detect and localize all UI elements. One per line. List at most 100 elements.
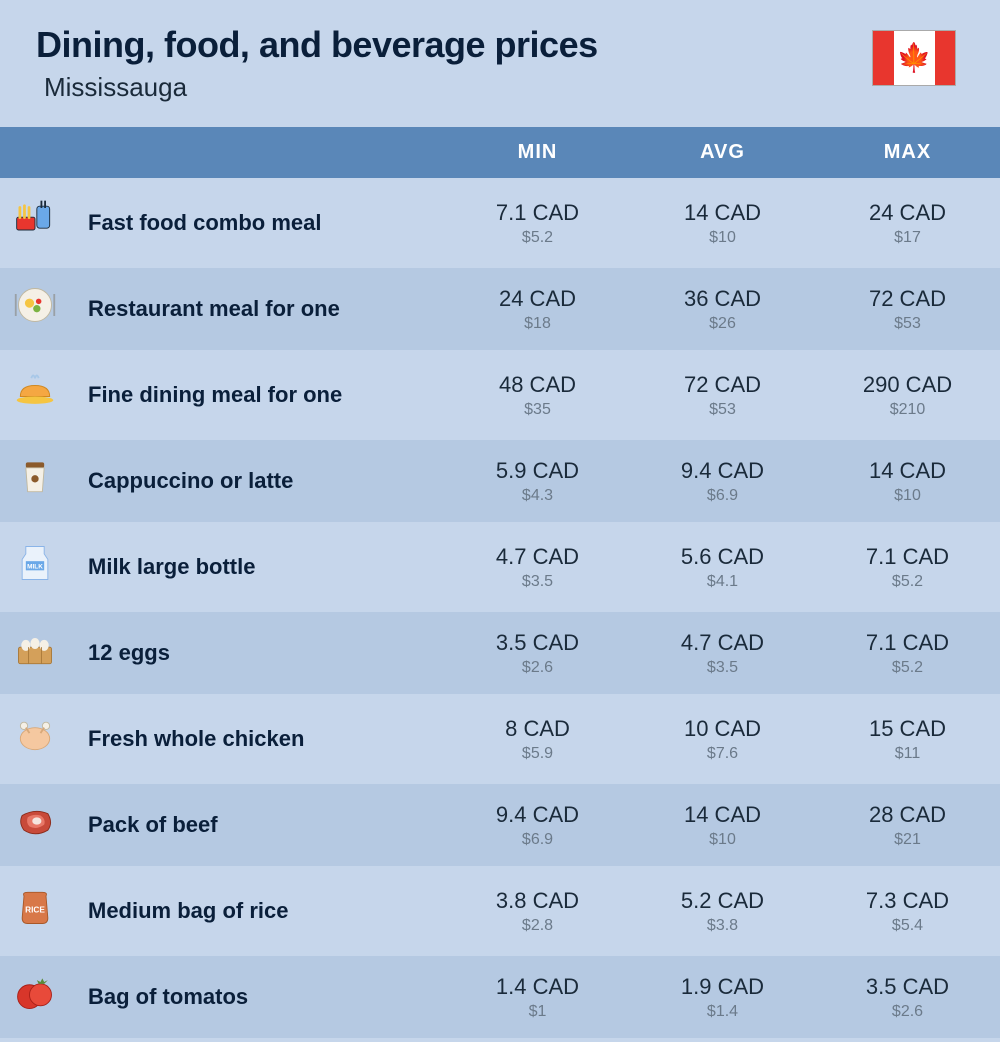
cell-max: 28 CAD$21	[815, 784, 1000, 866]
beef-icon	[0, 784, 70, 866]
min-cad: 3.8 CAD	[445, 887, 630, 916]
col-min: MIN	[445, 127, 630, 178]
col-label	[70, 127, 445, 178]
cell-avg: 5.6 CAD$4.1	[630, 526, 815, 608]
col-max: MAX	[815, 127, 1000, 178]
max-cad: 7.3 CAD	[815, 887, 1000, 916]
avg-cad: 14 CAD	[630, 199, 815, 228]
cell-max: 290 CAD$210	[815, 354, 1000, 436]
min-usd: $2.6	[445, 658, 630, 677]
table-row: Cappuccino or latte5.9 CAD$4.39.4 CAD$6.…	[0, 440, 1000, 522]
cell-max: 14 CAD$10	[815, 440, 1000, 522]
max-cad: 3.5 CAD	[815, 973, 1000, 1002]
max-cad: 7.1 CAD	[815, 629, 1000, 658]
max-usd: $21	[815, 830, 1000, 849]
avg-cad: 36 CAD	[630, 285, 815, 314]
cell-max: 3.5 CAD$2.6	[815, 956, 1000, 1038]
row-label: Pack of beef	[70, 784, 445, 866]
cell-avg: 72 CAD$53	[630, 354, 815, 436]
prices-table: MIN AVG MAX Fast food combo meal7.1 CAD$…	[0, 123, 1000, 1042]
header-text: Dining, food, and beverage prices Missis…	[36, 24, 598, 103]
avg-cad: 5.6 CAD	[630, 543, 815, 572]
max-usd: $5.2	[815, 658, 1000, 677]
col-avg: AVG	[630, 127, 815, 178]
cell-max: 72 CAD$53	[815, 268, 1000, 350]
row-label: Restaurant meal for one	[70, 268, 445, 350]
table-row: Restaurant meal for one24 CAD$1836 CAD$2…	[0, 268, 1000, 350]
row-label: Bag of tomatos	[70, 956, 445, 1038]
min-usd: $1	[445, 1002, 630, 1021]
min-usd: $2.8	[445, 916, 630, 935]
table-row: Fine dining meal for one48 CAD$3572 CAD$…	[0, 354, 1000, 436]
min-cad: 48 CAD	[445, 371, 630, 400]
cell-max: 7.3 CAD$5.4	[815, 870, 1000, 952]
page-title: Dining, food, and beverage prices	[36, 24, 598, 66]
avg-usd: $10	[630, 830, 815, 849]
cell-max: 7.1 CAD$5.2	[815, 526, 1000, 608]
milk-bottle-icon: MILK	[0, 526, 70, 608]
max-usd: $2.6	[815, 1002, 1000, 1021]
row-label: Medium bag of rice	[70, 870, 445, 952]
min-usd: $4.3	[445, 486, 630, 505]
avg-usd: $10	[630, 228, 815, 247]
flag-maple-leaf: 🍁	[894, 31, 935, 85]
max-cad: 72 CAD	[815, 285, 1000, 314]
min-usd: $35	[445, 400, 630, 419]
row-label: Fresh whole chicken	[70, 698, 445, 780]
cell-avg: 5.2 CAD$3.8	[630, 870, 815, 952]
table-row: Fresh whole chicken8 CAD$5.910 CAD$7.615…	[0, 698, 1000, 780]
table-row: MILK Milk large bottle4.7 CAD$3.55.6 CAD$…	[0, 526, 1000, 608]
min-cad: 1.4 CAD	[445, 973, 630, 1002]
cell-min: 8 CAD$5.9	[445, 698, 630, 780]
cell-min: 5.9 CAD$4.3	[445, 440, 630, 522]
max-cad: 15 CAD	[815, 715, 1000, 744]
avg-usd: $1.4	[630, 1002, 815, 1021]
min-usd: $6.9	[445, 830, 630, 849]
cell-min: 4.7 CAD$3.5	[445, 526, 630, 608]
eggs-icon	[0, 612, 70, 694]
cell-avg: 14 CAD$10	[630, 182, 815, 264]
cell-avg: 4.7 CAD$3.5	[630, 612, 815, 694]
row-label: Milk large bottle	[70, 526, 445, 608]
min-usd: $5.9	[445, 744, 630, 763]
avg-cad: 1.9 CAD	[630, 973, 815, 1002]
canada-flag-icon: 🍁	[872, 30, 956, 86]
cell-min: 3.5 CAD$2.6	[445, 612, 630, 694]
min-cad: 8 CAD	[445, 715, 630, 744]
cell-min: 9.4 CAD$6.9	[445, 784, 630, 866]
fast-food-icon	[0, 182, 70, 264]
coffee-cup-icon	[0, 440, 70, 522]
max-usd: $17	[815, 228, 1000, 247]
avg-cad: 72 CAD	[630, 371, 815, 400]
svg-text:MILK: MILK	[27, 563, 43, 570]
cell-avg: 9.4 CAD$6.9	[630, 440, 815, 522]
avg-usd: $7.6	[630, 744, 815, 763]
avg-cad: 4.7 CAD	[630, 629, 815, 658]
table-body: Fast food combo meal7.1 CAD$5.214 CAD$10…	[0, 182, 1000, 1038]
cell-avg: 10 CAD$7.6	[630, 698, 815, 780]
cell-min: 1.4 CAD$1	[445, 956, 630, 1038]
flag-left-bar	[873, 31, 894, 85]
max-cad: 7.1 CAD	[815, 543, 1000, 572]
table-header: MIN AVG MAX	[0, 127, 1000, 178]
max-usd: $11	[815, 744, 1000, 763]
cell-max: 24 CAD$17	[815, 182, 1000, 264]
cell-min: 3.8 CAD$2.8	[445, 870, 630, 952]
max-usd: $53	[815, 314, 1000, 333]
min-cad: 3.5 CAD	[445, 629, 630, 658]
max-cad: 14 CAD	[815, 457, 1000, 486]
fine-dining-icon	[0, 354, 70, 436]
min-cad: 9.4 CAD	[445, 801, 630, 830]
cell-avg: 1.9 CAD$1.4	[630, 956, 815, 1038]
table-row: 12 eggs3.5 CAD$2.64.7 CAD$3.57.1 CAD$5.2	[0, 612, 1000, 694]
max-cad: 290 CAD	[815, 371, 1000, 400]
cell-avg: 14 CAD$10	[630, 784, 815, 866]
avg-usd: $3.5	[630, 658, 815, 677]
table-row: Fast food combo meal7.1 CAD$5.214 CAD$10…	[0, 182, 1000, 264]
min-usd: $5.2	[445, 228, 630, 247]
max-cad: 24 CAD	[815, 199, 1000, 228]
tomato-icon	[0, 956, 70, 1038]
avg-cad: 5.2 CAD	[630, 887, 815, 916]
avg-cad: 10 CAD	[630, 715, 815, 744]
max-usd: $10	[815, 486, 1000, 505]
